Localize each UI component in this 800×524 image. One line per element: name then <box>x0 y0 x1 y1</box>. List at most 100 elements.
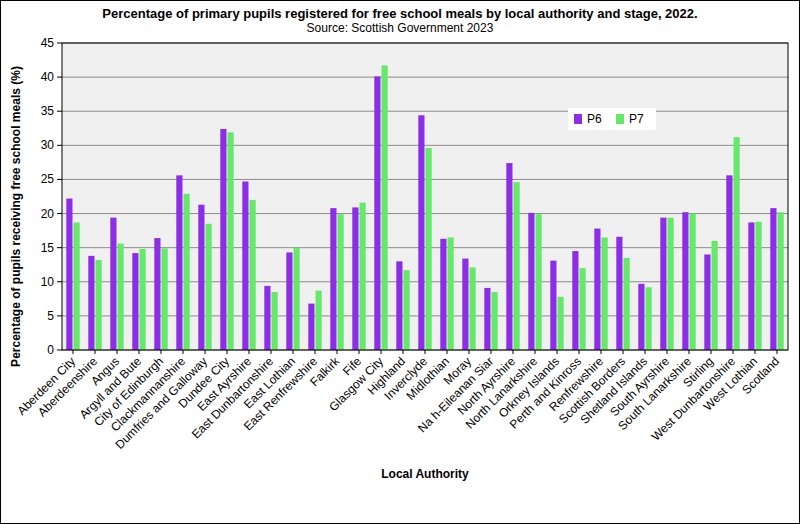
grid-line <box>62 77 788 78</box>
bar <box>374 76 380 350</box>
x-tick <box>249 350 250 354</box>
x-tick <box>755 350 756 354</box>
x-tick <box>271 350 272 354</box>
y-tick <box>57 111 62 112</box>
grid-line <box>62 315 788 316</box>
y-tick-label: 10 <box>41 275 55 289</box>
grid-line <box>62 111 788 112</box>
bar <box>426 148 432 350</box>
bar <box>198 205 204 350</box>
y-tick-label: 25 <box>41 172 55 186</box>
x-tick <box>645 350 646 354</box>
x-tick <box>161 350 162 354</box>
legend-label: P7 <box>629 112 644 126</box>
y-tick-label: 0 <box>47 343 54 357</box>
y-axis-title: Percentage of pupils receiving free scho… <box>9 66 23 367</box>
x-tick <box>117 350 118 354</box>
plot-frame <box>62 43 788 350</box>
bar <box>88 256 94 350</box>
x-tick <box>601 350 602 354</box>
x-tick <box>205 350 206 354</box>
bar <box>756 222 762 350</box>
y-tick-label: 45 <box>41 36 55 50</box>
bar <box>440 239 446 350</box>
bar <box>286 252 292 350</box>
bar <box>396 261 402 350</box>
y-tick-label: 40 <box>41 70 55 84</box>
bar <box>154 238 160 350</box>
y-tick-label: 15 <box>41 241 55 255</box>
bar <box>352 207 358 350</box>
bar <box>646 287 652 350</box>
x-tick-label: Falkirk <box>307 354 343 390</box>
bar <box>550 261 556 350</box>
x-tick <box>73 350 74 354</box>
x-axis-title: Local Authority <box>381 467 469 481</box>
bar <box>294 248 300 350</box>
grid-line <box>62 281 788 282</box>
x-tick <box>623 350 624 354</box>
y-tick-label: 5 <box>47 309 54 323</box>
x-tick <box>139 350 140 354</box>
x-tick <box>513 350 514 354</box>
bar <box>250 200 256 350</box>
bar <box>404 270 410 350</box>
bar <box>712 241 718 350</box>
bar <box>492 292 498 350</box>
grid-line <box>62 145 788 146</box>
bar <box>594 229 600 350</box>
bars <box>66 66 783 350</box>
y-tick <box>57 145 62 146</box>
y-tick <box>57 315 62 316</box>
bar <box>770 208 776 350</box>
y-tick <box>57 247 62 248</box>
bar <box>506 163 512 350</box>
x-tick <box>337 350 338 354</box>
bar <box>734 137 740 350</box>
x-tick-label: Scotland <box>739 354 782 397</box>
bar <box>448 237 454 350</box>
grid-line <box>62 179 788 180</box>
bar <box>360 203 366 350</box>
bar <box>316 291 322 350</box>
x-tick <box>491 350 492 354</box>
bar <box>470 267 476 350</box>
bar <box>338 214 344 350</box>
x-tick <box>183 350 184 354</box>
y-tick-label: 35 <box>41 104 55 118</box>
x-tick <box>447 350 448 354</box>
bar <box>96 260 102 350</box>
y-tick <box>57 213 62 214</box>
x-tick <box>733 350 734 354</box>
x-tick <box>227 350 228 354</box>
legend-box <box>568 108 656 130</box>
y-tick <box>57 77 62 78</box>
x-tick <box>293 350 294 354</box>
x-tick <box>381 350 382 354</box>
legend-swatch <box>616 114 624 124</box>
x-tick <box>469 350 470 354</box>
subtitle: Source: Scottish Government 2023 <box>307 21 494 35</box>
bar <box>726 175 732 350</box>
plot-area <box>62 43 788 350</box>
legend-label: P6 <box>587 112 602 126</box>
bar <box>418 115 424 350</box>
x-tick <box>689 350 690 354</box>
grid-line <box>62 247 788 248</box>
x-tick <box>579 350 580 354</box>
bar <box>624 258 630 350</box>
x-tick <box>425 350 426 354</box>
bar <box>704 254 710 350</box>
bar <box>184 194 190 350</box>
x-tick-label: East Renfrewshire <box>241 354 320 433</box>
x-tick <box>667 350 668 354</box>
y-tick-label: 20 <box>41 207 55 221</box>
y-tick <box>57 281 62 282</box>
frame <box>1 1 800 524</box>
bar <box>660 218 666 350</box>
bar <box>778 212 784 350</box>
bar <box>264 286 270 350</box>
x-tick <box>95 350 96 354</box>
bar <box>616 237 622 350</box>
bar <box>308 304 314 350</box>
